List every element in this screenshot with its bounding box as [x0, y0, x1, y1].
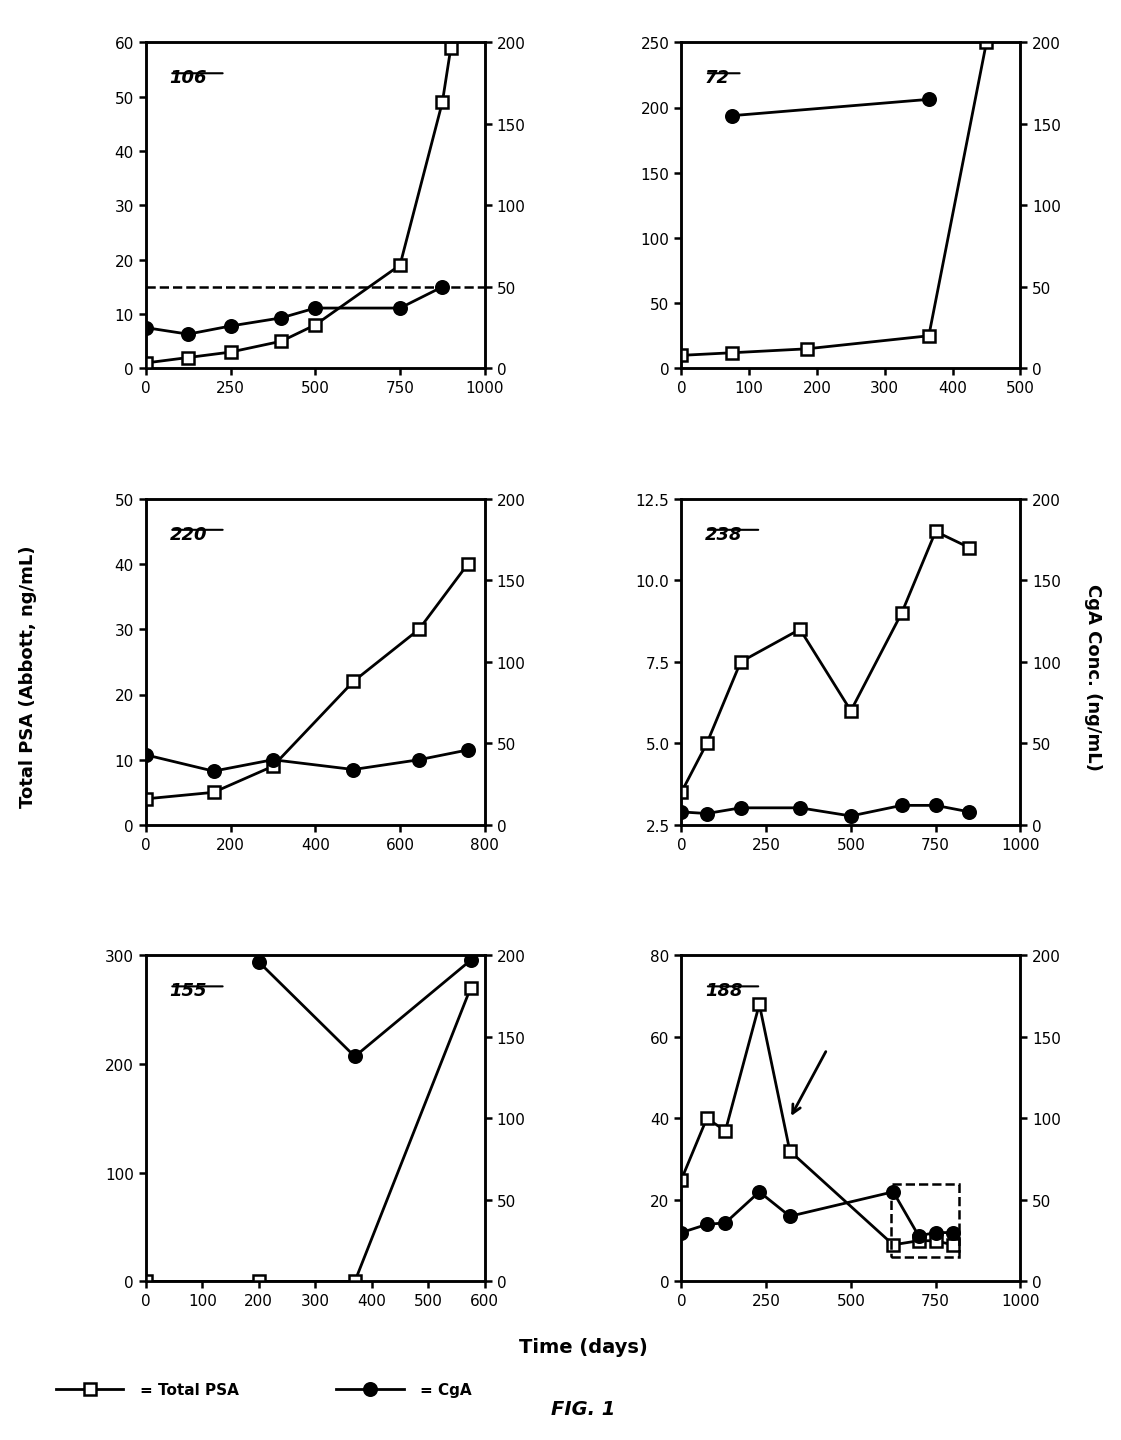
Bar — [891, 1184, 958, 1257]
Text: 106: 106 — [169, 69, 207, 88]
Text: Time (days): Time (days) — [519, 1336, 647, 1356]
Text: 188: 188 — [705, 982, 742, 999]
Text: Total PSA (Abbott, ng/mL): Total PSA (Abbott, ng/mL) — [19, 546, 37, 808]
Text: = CgA: = CgA — [420, 1382, 472, 1397]
Text: 72: 72 — [705, 69, 730, 88]
Text: 238: 238 — [705, 526, 742, 543]
Text: 155: 155 — [169, 982, 207, 999]
Text: CgA Conc. (ng/mL): CgA Conc. (ng/mL) — [1084, 583, 1102, 770]
Text: = Total PSA: = Total PSA — [140, 1382, 239, 1397]
Text: 220: 220 — [169, 526, 207, 543]
Text: FIG. 1: FIG. 1 — [550, 1398, 615, 1418]
